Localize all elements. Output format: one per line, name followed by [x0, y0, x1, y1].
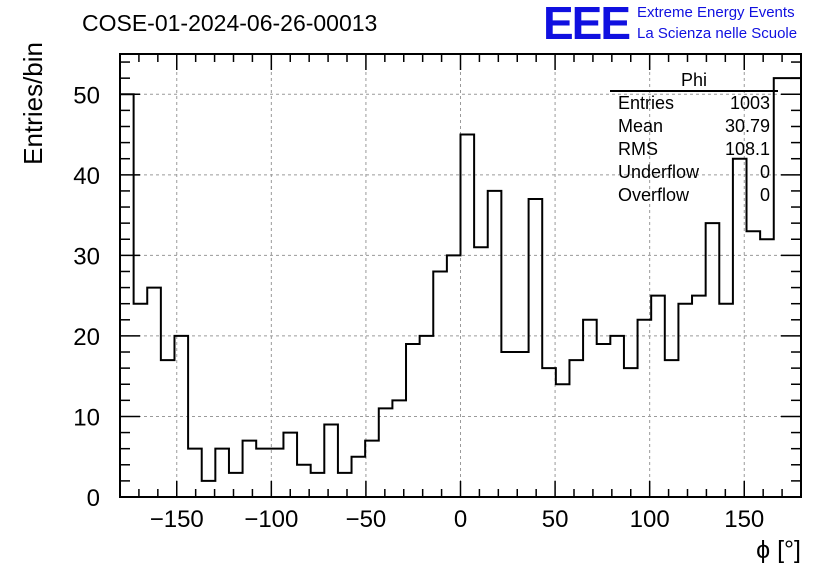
histogram-bin: [433, 271, 447, 497]
stats-value: 108.1: [724, 139, 770, 159]
x-axis-label: ϕ [°]: [756, 536, 801, 564]
histogram-bin: [719, 304, 733, 497]
histogram-bin: [324, 425, 338, 497]
histogram-bin: [420, 336, 434, 497]
axes: [119, 53, 802, 498]
histogram-bin: [461, 135, 475, 497]
grid: [120, 54, 801, 497]
y-tick-label: 50: [73, 82, 100, 109]
stats-label: Entries: [618, 93, 675, 113]
eee-logo: EEE: [543, 0, 631, 49]
x-tick-label: −150: [150, 506, 204, 533]
y-tick-label: 40: [73, 163, 100, 190]
histogram-bin: [474, 247, 488, 497]
stats-title: Phi: [610, 70, 778, 92]
logo-tagline-2: La Scienza nelle Scuole: [637, 25, 798, 42]
histogram-bin: [311, 473, 325, 497]
tick-labels: −150 −100 −50 0 50 100 150 0 10 20 30 40 50 ϕ [°] Entr…: [18, 42, 801, 564]
histogram-bin: [692, 296, 706, 497]
histogram-bin: [638, 320, 652, 497]
histogram-bin: [134, 304, 148, 497]
histogram-bin: [733, 159, 747, 497]
stats-value: 1003: [729, 93, 770, 113]
histogram-bin: [624, 368, 638, 497]
histogram-bin: [338, 473, 352, 497]
y-axis-label: Entries/bin: [18, 42, 48, 165]
histogram-bin: [542, 368, 556, 497]
stats-row-rms: RMS 108.1: [610, 138, 778, 161]
histogram-bin: [392, 400, 406, 497]
histogram-bin: [597, 344, 611, 497]
y-tick-label: 20: [73, 324, 100, 351]
stats-label: RMS: [618, 139, 658, 159]
histogram-bin: [406, 344, 420, 497]
histogram-bin: [678, 304, 692, 497]
x-tick-label: −100: [244, 506, 298, 533]
histogram-bin: [747, 231, 761, 497]
y-tick-label: 10: [73, 404, 100, 431]
histogram-bin: [583, 320, 597, 497]
stats-label: Underflow: [618, 162, 700, 182]
stats-label: Overflow: [618, 185, 690, 205]
stats-value: 30.79: [724, 116, 770, 136]
stats-row-underflow: Underflow 0: [610, 161, 778, 184]
histogram-bin: [610, 336, 624, 497]
y-tick-label: 30: [73, 243, 100, 270]
histogram-bin: [665, 360, 679, 497]
histogram-bin: [283, 433, 297, 497]
histogram-bin: [243, 441, 257, 497]
histogram-bin: [556, 384, 570, 497]
x-tick-label: 100: [630, 506, 670, 533]
x-tick-label: 50: [542, 506, 569, 533]
histogram-bin: [352, 457, 366, 497]
histogram-bin: [515, 352, 529, 497]
stats-label: Mean: [618, 116, 664, 136]
histogram-bin: [120, 94, 134, 497]
stats-row-entries: Entries 1003: [610, 92, 778, 115]
stats-row-mean: Mean 30.79: [610, 115, 778, 138]
histogram-bin: [256, 449, 270, 497]
logo-tagline-1: Extreme Energy Events: [637, 4, 795, 21]
histogram-series: [119, 77, 802, 497]
histogram-bin: [174, 336, 188, 497]
histogram-bin: [569, 360, 583, 497]
histogram-outline: [119, 77, 802, 497]
stats-value: 0: [759, 162, 770, 182]
stats-row-overflow: Overflow 0: [610, 184, 778, 207]
histogram-bin: [447, 255, 461, 497]
histogram-bin: [501, 352, 515, 497]
stats-box: Phi Entries 1003 Mean 30.79 RMS 108.1 Un…: [610, 70, 778, 207]
histogram-bin: [229, 473, 243, 497]
histogram-bin: [488, 191, 502, 497]
histogram-bin: [651, 296, 665, 497]
histogram-bin: [161, 360, 175, 497]
x-tick-label: 150: [724, 506, 764, 533]
histogram-bin: [706, 223, 720, 497]
y-tick-label: 0: [87, 485, 100, 512]
histogram-bin: [529, 199, 543, 497]
x-tick-label: −50: [346, 506, 387, 533]
x-tick-label: 0: [454, 506, 467, 533]
histogram-bin: [202, 481, 216, 497]
histogram-bin: [215, 449, 229, 497]
histogram-bin: [188, 449, 202, 497]
histogram-bin: [147, 288, 161, 497]
histogram-bin: [379, 408, 393, 497]
histogram-bin: [760, 239, 774, 497]
chart-title: COSE-01-2024-06-26-00013: [82, 10, 378, 36]
stats-value: 0: [759, 185, 770, 205]
histogram-bin: [365, 441, 379, 497]
